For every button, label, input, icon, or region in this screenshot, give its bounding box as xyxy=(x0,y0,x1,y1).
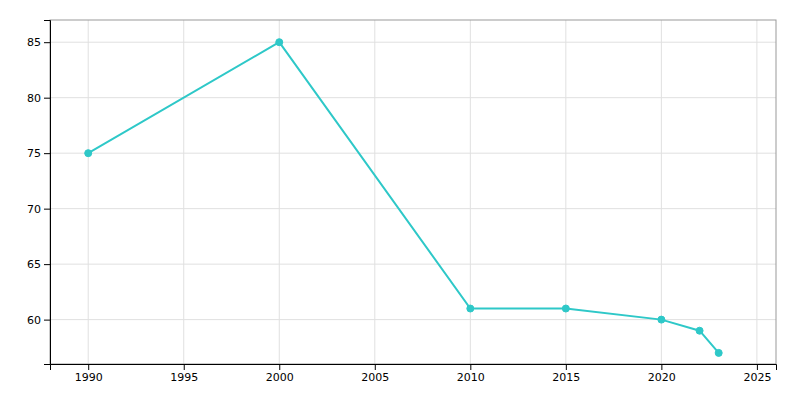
x-axis-line xyxy=(51,365,777,371)
y-tick: 60 xyxy=(27,314,50,327)
y-tick-mark xyxy=(44,98,50,99)
grid-line xyxy=(88,20,89,364)
marker xyxy=(276,39,283,46)
x-tick-mark xyxy=(375,364,376,370)
x-tick: 1995 xyxy=(170,364,198,384)
y-tick-label: 70 xyxy=(27,203,41,216)
x-tick-label: 1990 xyxy=(75,371,103,384)
grid-line xyxy=(374,20,375,364)
y-tick: 75 xyxy=(27,147,50,160)
x-tick-label: 2010 xyxy=(457,371,485,384)
x-tick: 2015 xyxy=(552,364,580,384)
x-axis: 1990 1995 2000 2005 2010 2015 2020 2025 xyxy=(51,364,777,384)
x-tick-mark xyxy=(757,364,758,370)
y-tick: 80 xyxy=(27,92,50,105)
marker xyxy=(696,327,703,334)
grid-line xyxy=(50,97,776,98)
x-tick-mark xyxy=(470,364,471,370)
x-tick-label: 2005 xyxy=(361,371,389,384)
grid-line xyxy=(50,153,776,154)
y-tick-label: 85 xyxy=(27,36,41,49)
y-tick-label: 60 xyxy=(27,314,41,327)
x-tick-mark xyxy=(88,364,89,370)
y-tick: 70 xyxy=(27,203,50,216)
marker xyxy=(85,150,92,157)
marker xyxy=(715,349,722,356)
x-tick-mark xyxy=(566,364,567,370)
y-tick-mark xyxy=(44,42,50,43)
grid-line xyxy=(661,20,662,364)
y-axis-line xyxy=(44,21,51,365)
marker xyxy=(562,305,569,312)
y-tick: 65 xyxy=(27,258,50,271)
x-tick-label: 2015 xyxy=(552,371,580,384)
grid-line xyxy=(50,264,776,265)
y-tick: 85 xyxy=(27,36,50,49)
grid-line xyxy=(279,20,280,364)
y-tick-label: 80 xyxy=(27,92,41,105)
x-tick-label: 2000 xyxy=(266,371,294,384)
marker xyxy=(658,316,665,323)
marker xyxy=(467,305,474,312)
plot-frame xyxy=(50,20,776,364)
x-tick: 2000 xyxy=(266,364,294,384)
grid-line xyxy=(50,208,776,209)
x-tick: 1990 xyxy=(75,364,103,384)
x-tick-mark xyxy=(184,364,185,370)
x-tick-label: 1995 xyxy=(170,371,198,384)
chart: 1990 1995 2000 2005 2010 2015 2020 2025 60 65 70 75… xyxy=(0,0,800,400)
grid-line xyxy=(50,42,776,43)
grid-line xyxy=(756,20,757,364)
y-axis: 60 65 70 75 80 85 xyxy=(27,21,51,365)
grid-line xyxy=(183,20,184,364)
y-tick-label: 65 xyxy=(27,258,41,271)
line xyxy=(88,42,718,353)
x-tick: 2005 xyxy=(361,364,389,384)
x-tick: 2020 xyxy=(648,364,676,384)
x-tick-mark xyxy=(279,364,280,370)
y-tick-mark xyxy=(44,320,50,321)
marks xyxy=(85,39,722,357)
x-tick: 2010 xyxy=(457,364,485,384)
plot: 1990 1995 2000 2005 2010 2015 2020 2025 60 65 70 75… xyxy=(27,20,777,384)
grid-line xyxy=(50,319,776,320)
x-tick-label: 2020 xyxy=(648,371,676,384)
x-tick-mark xyxy=(661,364,662,370)
x-tick: 2025 xyxy=(743,364,771,384)
y-tick-mark xyxy=(44,209,50,210)
x-tick-label: 2025 xyxy=(743,371,771,384)
y-tick-mark xyxy=(44,153,50,154)
grid xyxy=(50,20,776,364)
y-tick-label: 75 xyxy=(27,147,41,160)
y-tick-mark xyxy=(44,264,50,265)
